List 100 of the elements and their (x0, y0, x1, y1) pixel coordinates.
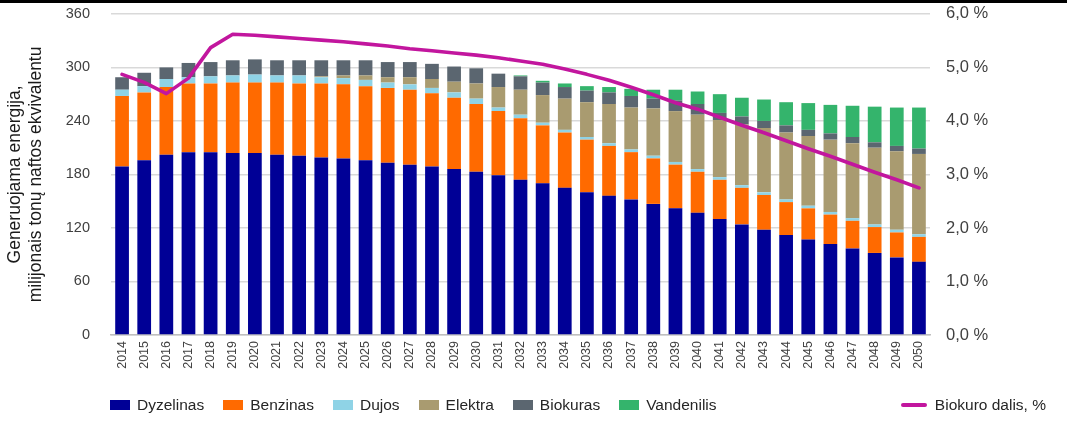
bar (712, 94, 727, 113)
bar (336, 60, 351, 76)
bar (181, 152, 196, 335)
x-tick-label: 2042 (734, 340, 749, 369)
bar (624, 149, 639, 153)
x-tick-label: 2032 (512, 340, 527, 369)
bar (757, 194, 771, 230)
y-tick-label: 120 (65, 218, 90, 235)
legend-label: Biokuro dalis, % (934, 396, 1046, 414)
bar (115, 89, 129, 96)
bar (734, 124, 749, 186)
bar (425, 93, 439, 167)
bar (779, 199, 793, 203)
bar (580, 192, 594, 335)
bar (336, 78, 351, 85)
bar (845, 218, 860, 221)
bar (270, 154, 284, 335)
bar (668, 164, 683, 209)
legend-label: Dyzelinas (137, 396, 205, 414)
x-tick-label: 2026 (380, 340, 395, 369)
x-tick-label: 2029 (446, 340, 461, 369)
bar (469, 68, 484, 84)
bar (159, 67, 174, 80)
bar (580, 102, 594, 137)
bar (270, 82, 284, 155)
bar (469, 83, 484, 99)
bar (491, 73, 506, 88)
bar (557, 132, 572, 188)
y2-tick-label: 4,0 % (946, 110, 989, 129)
bar (823, 214, 838, 245)
bar (557, 129, 572, 133)
bar (358, 75, 373, 80)
bar (624, 152, 639, 200)
bar (159, 154, 174, 335)
bar (380, 162, 395, 335)
x-tick-label: 2045 (800, 340, 815, 369)
y2-tick-label: 3,0 % (946, 164, 989, 182)
y-tick-label: 240 (65, 111, 90, 128)
x-tick-label: 2046 (822, 340, 837, 369)
bar (358, 79, 373, 87)
bar (314, 157, 329, 335)
x-tick-label: 2043 (756, 340, 771, 369)
bar (447, 92, 461, 98)
bar (203, 83, 218, 153)
bar (513, 89, 528, 115)
x-tick-label: 2014 (114, 340, 129, 369)
bar (801, 136, 816, 206)
bar (624, 107, 639, 150)
legend-label: Benzinas (250, 396, 314, 414)
bar (402, 62, 417, 78)
bar (248, 74, 262, 83)
bar (225, 82, 240, 154)
bar (557, 187, 572, 335)
bar (690, 171, 705, 213)
y-axis-title: Generuojama energija, milijonais tonų naftos ekvivalentu (4, 46, 46, 303)
bar (602, 195, 616, 335)
bar (314, 83, 329, 158)
bar (491, 175, 506, 335)
legend-label: Elektra (445, 396, 494, 414)
bar (292, 155, 307, 335)
bar (779, 202, 793, 236)
bar (513, 179, 528, 335)
bar (690, 212, 705, 335)
legend-label: Vandenilis (646, 396, 717, 414)
y-tick-label: 180 (65, 165, 90, 182)
bar (358, 160, 373, 335)
bar (867, 227, 882, 253)
bar (867, 106, 882, 143)
bar (358, 60, 373, 76)
bar (757, 192, 771, 195)
bar (646, 108, 661, 156)
bar (402, 89, 417, 165)
bar (203, 152, 218, 335)
bar (115, 77, 129, 90)
bar (801, 208, 816, 240)
x-tick-label: 2020 (247, 340, 262, 369)
x-tick-label: 2022 (291, 340, 306, 369)
bar (447, 169, 461, 335)
bar (491, 87, 506, 108)
bar (402, 84, 417, 90)
x-tick-label: 2049 (889, 340, 904, 369)
bar (757, 128, 771, 193)
x-tick-label: 2033 (535, 340, 550, 369)
bar (624, 95, 639, 108)
bar (380, 87, 395, 163)
bar (557, 87, 572, 99)
bar (889, 151, 904, 230)
bar (912, 261, 926, 335)
bar (225, 75, 240, 83)
bar (314, 77, 329, 84)
bar (358, 86, 373, 161)
bar (513, 76, 528, 90)
bar (602, 87, 616, 93)
bar (757, 99, 771, 121)
bar (823, 133, 838, 140)
bar (447, 97, 461, 170)
bar (159, 79, 174, 88)
x-tick-label: 2025 (358, 340, 373, 369)
bar (115, 166, 129, 335)
bar (734, 187, 749, 225)
